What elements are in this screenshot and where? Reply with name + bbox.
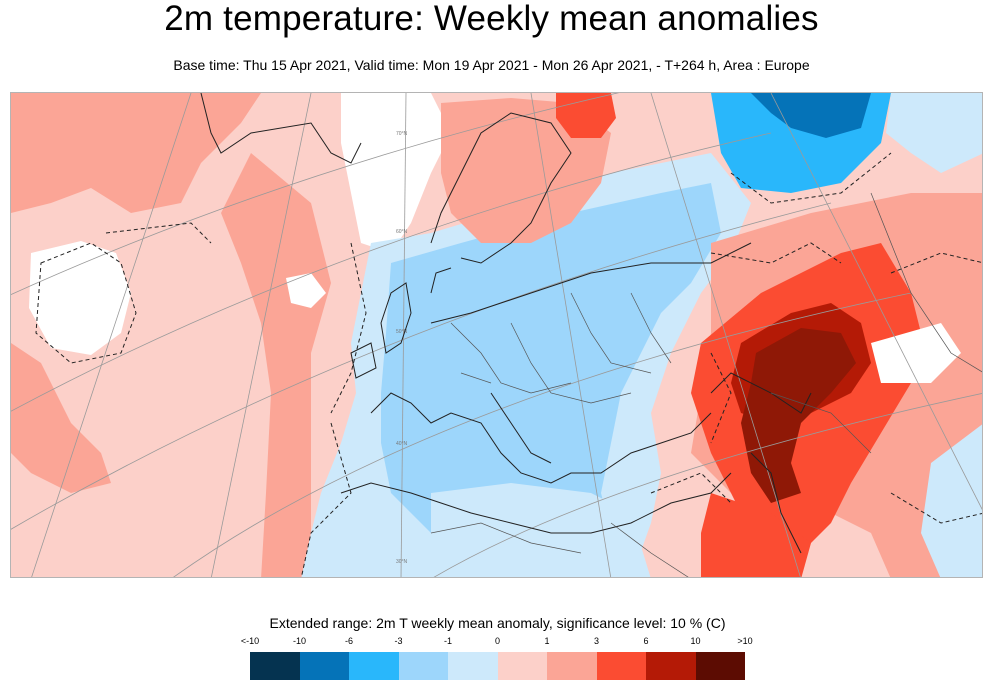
legend-swatch — [448, 652, 498, 680]
atlantic-warm-south — [11, 343, 111, 493]
legend-swatch — [497, 652, 547, 680]
parallel-label: 40°N — [396, 441, 408, 447]
legend-tick: 0 — [494, 636, 501, 646]
legend-title: Extended range: 2m T weekly mean anomaly… — [269, 615, 726, 631]
arctic-russia-cold-core — [751, 93, 871, 138]
country-borders — [430, 192, 982, 577]
legend-tick: <-10 — [240, 636, 260, 646]
legend-tick: -1 — [443, 636, 453, 646]
arctic-light-cold — [886, 93, 982, 173]
page-title: 2m temperature: Weekly mean anomalies — [164, 0, 819, 38]
page-subtitle: Base time: Thu 15 Apr 2021, Valid time: … — [173, 57, 810, 73]
legend-tick: -10 — [292, 636, 307, 646]
legend-tick: >10 — [737, 636, 753, 646]
legend-swatch — [646, 652, 696, 680]
parallel-labels: 70°N 60°N 50°N 40°N 30°N — [396, 131, 408, 565]
east-hotspot-core — [741, 328, 856, 503]
graticule — [11, 93, 982, 577]
greenland-warm-region — [11, 93, 261, 213]
legend-swatch — [299, 652, 349, 680]
anomaly-map[interactable]: 70°N 60°N 50°N 40°N 30°N — [10, 92, 983, 578]
coastlines — [200, 93, 812, 554]
legend-tick: 10 — [690, 636, 701, 646]
legend-swatch — [250, 652, 300, 680]
legend-swatch — [596, 652, 646, 680]
parallel-label: 70°N — [396, 131, 408, 137]
parallel-label: 30°N — [396, 559, 408, 565]
legend-tick: 1 — [544, 636, 550, 646]
legend-tick: -6 — [344, 636, 354, 646]
central-europe-cold-core — [381, 183, 721, 563]
central-asia-cool-patch — [921, 424, 982, 577]
legend-swatch — [547, 652, 597, 680]
significance-contours — [35, 152, 982, 577]
east-neutral-patch — [871, 323, 961, 383]
atlantic-warm-band — [221, 153, 331, 577]
arabia-warm-region — [701, 493, 811, 577]
legend-tick: 3 — [593, 636, 600, 646]
legend-color-bar — [250, 652, 745, 680]
parallel-label: 50°N — [396, 329, 408, 335]
legend-ticks: <-10 -10 -6 -3 -1 0 1 3 6 10 >10 — [0, 636, 983, 648]
legend-swatch — [398, 652, 448, 680]
norwegian-sea-neutral-zone — [341, 93, 451, 253]
iceland-neutral-zone — [286, 273, 326, 308]
legend-swatch — [695, 652, 745, 680]
legend-swatch — [349, 652, 399, 680]
parallel-label: 60°N — [396, 229, 408, 235]
map-canvas: 70°N 60°N 50°N 40°N 30°N — [11, 93, 982, 577]
legend-tick: 6 — [643, 636, 649, 646]
labrador-neutral-zone — [29, 241, 131, 355]
legend-tick: -3 — [394, 636, 403, 646]
